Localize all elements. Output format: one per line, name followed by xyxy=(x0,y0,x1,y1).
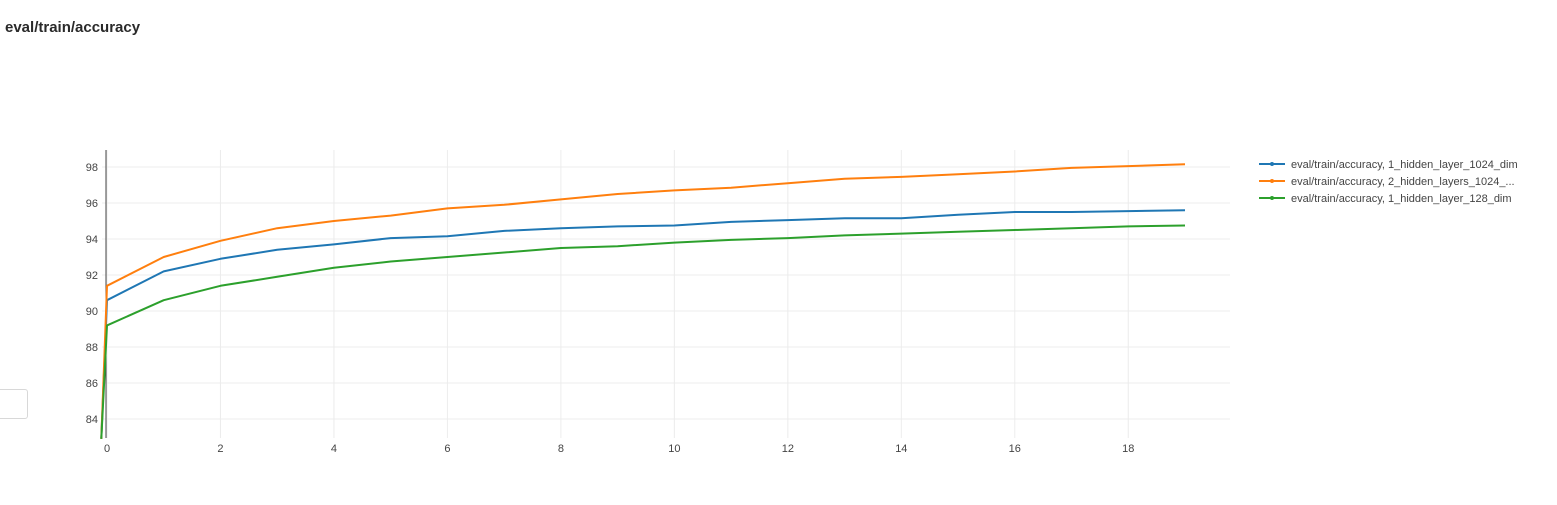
legend-label: eval/train/accuracy, 2_hidden_layers_102… xyxy=(1291,176,1515,188)
series-lines xyxy=(100,163,1186,439)
y-tick-label: 96 xyxy=(86,198,98,210)
x-tick-label: 8 xyxy=(558,443,564,455)
y-tick-label: 86 xyxy=(86,378,98,390)
series-line-3[interactable] xyxy=(100,224,1186,439)
side-control[interactable] xyxy=(0,389,28,419)
legend-item-3[interactable]: eval/train/accuracy, 1_hidden_layer_128_… xyxy=(1259,193,1512,205)
y-tick-label: 84 xyxy=(86,414,98,426)
y-tick-label: 98 xyxy=(86,162,98,174)
y-tick-label: 94 xyxy=(86,234,98,246)
legend-marker xyxy=(1270,196,1274,200)
y-tick-label: 88 xyxy=(86,342,98,354)
legend-label: eval/train/accuracy, 1_hidden_layer_1024… xyxy=(1291,159,1518,171)
axes: 84 86 88 90 92 94 96 98 0 2 4 6 8 10 12 14 16 18 xyxy=(86,150,1134,455)
y-tick-label: 92 xyxy=(86,270,98,282)
x-tick-label: 14 xyxy=(895,443,907,455)
legend-item-1[interactable]: eval/train/accuracy, 1_hidden_layer_1024… xyxy=(1259,159,1518,171)
legend[interactable]: eval/train/accuracy, 1_hidden_layer_1024… xyxy=(1259,159,1518,205)
legend-item-2[interactable]: eval/train/accuracy, 2_hidden_layers_102… xyxy=(1259,176,1515,188)
series-line-1[interactable] xyxy=(100,209,1186,439)
x-tick-label: 4 xyxy=(331,443,337,455)
legend-marker xyxy=(1270,162,1274,166)
x-tick-label: 10 xyxy=(668,443,680,455)
legend-marker xyxy=(1270,179,1274,183)
legend-label: eval/train/accuracy, 1_hidden_layer_128_… xyxy=(1291,193,1512,205)
series-line-2[interactable] xyxy=(100,163,1186,439)
panel-title: eval/train/accuracy xyxy=(5,19,141,36)
x-tick-label: 2 xyxy=(217,443,223,455)
x-tick-label: 16 xyxy=(1009,443,1021,455)
grid xyxy=(102,150,1230,438)
x-tick-label: 12 xyxy=(782,443,794,455)
x-tick-label: 0 xyxy=(104,443,110,455)
x-tick-label: 18 xyxy=(1122,443,1134,455)
y-tick-label: 90 xyxy=(86,306,98,318)
x-tick-label: 6 xyxy=(444,443,450,455)
